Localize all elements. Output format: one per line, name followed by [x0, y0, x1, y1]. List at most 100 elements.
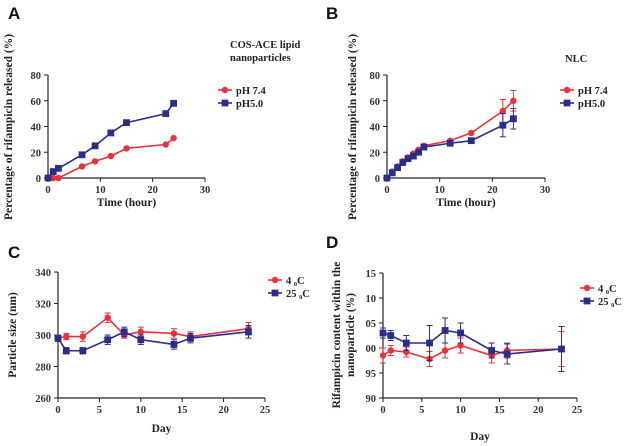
legend-marker: [563, 99, 571, 107]
x-tick-label: 15: [177, 405, 188, 416]
y-tick-label: 80: [31, 71, 42, 82]
data-point: [503, 350, 511, 358]
series-line: [386, 118, 514, 179]
data-point: [441, 347, 449, 354]
y-axis-label: nanoparticle (%): [345, 293, 357, 377]
series-blue: [44, 99, 177, 182]
series-blue: [383, 107, 517, 182]
data-point: [187, 334, 194, 342]
series-red: [379, 331, 565, 367]
y-axis-label: Particle size (nm): [7, 292, 19, 378]
x-tick-label: 0: [384, 185, 389, 196]
x-tick-label: 20: [218, 405, 229, 416]
data-point: [404, 155, 412, 163]
data-point: [123, 145, 130, 152]
x-axis-label: Time (hour): [436, 197, 496, 209]
y-tick-label: 0: [375, 174, 380, 185]
panel-label: A: [8, 4, 20, 23]
series-red: [44, 134, 177, 182]
x-tick-label: 25: [260, 405, 271, 416]
data-point: [488, 347, 496, 354]
y-tick-label: 60: [31, 97, 42, 108]
data-point: [104, 336, 112, 344]
data-point: [137, 328, 144, 336]
y-tick-label: 95: [366, 369, 377, 380]
data-point: [499, 107, 507, 115]
x-tick-label: 10: [136, 405, 147, 416]
y-tick-label: 0: [36, 174, 41, 185]
data-point: [170, 330, 178, 337]
chart-panel-a: A 0 10 20 30 0 20 40 60 80 Time (hour) Percentage o…: [3, 4, 300, 220]
series-red: [54, 312, 252, 342]
legend-label: pH5.0: [236, 99, 263, 110]
data-point: [415, 148, 422, 156]
series-line: [47, 102, 175, 179]
legend-label: 25 ₀C: [286, 289, 310, 300]
legend-label: pH5.0: [578, 99, 605, 110]
data-point: [78, 163, 86, 170]
x-tick-label: 25: [572, 405, 583, 416]
data-point: [170, 341, 178, 348]
data-point: [457, 329, 464, 337]
data-point: [162, 110, 170, 118]
legend-label: 25 ₀C: [598, 297, 622, 308]
panel-title: COS-ACE lipid: [230, 40, 300, 51]
data-point: [79, 333, 87, 340]
y-tick-label: 10: [366, 294, 377, 305]
x-tick-label: 20: [487, 185, 498, 196]
panel-label: B: [326, 4, 338, 23]
x-tick-label: 10: [95, 185, 106, 196]
y-tick-label: 40: [31, 123, 42, 134]
data-point: [457, 342, 464, 349]
data-point: [510, 97, 517, 104]
data-point: [245, 328, 252, 336]
data-point: [402, 339, 410, 347]
data-point: [107, 152, 115, 160]
data-point: [170, 99, 177, 107]
data-point: [104, 314, 111, 321]
data-point: [55, 174, 62, 182]
x-tick-label: 5: [419, 405, 424, 416]
data-point: [137, 336, 145, 344]
legend-marker: [583, 284, 591, 292]
y-axis-label: Percentage of rifampicin released (%): [347, 34, 359, 220]
y-tick-label: 40: [370, 123, 381, 134]
data-point: [54, 334, 62, 342]
x-tick-label: 30: [540, 185, 551, 196]
y-tick-label: 320: [35, 300, 51, 311]
x-tick-label: 0: [45, 185, 50, 196]
data-point: [510, 115, 517, 123]
x-tick-label: 15: [494, 405, 505, 416]
legend-label: 4 ₀C: [286, 276, 305, 287]
y-tick-label: 05: [366, 319, 377, 330]
y-tick-label: 300: [35, 331, 51, 342]
data-point: [420, 143, 428, 151]
data-point: [379, 352, 387, 359]
data-point: [91, 142, 99, 150]
y-tick-label: 00: [366, 344, 377, 355]
data-point: [558, 345, 565, 353]
data-point: [49, 168, 57, 175]
data-point: [499, 121, 507, 129]
data-point: [394, 164, 401, 172]
x-tick-label: 0: [380, 405, 385, 416]
y-tick-label: 60: [370, 97, 381, 108]
y-tick-label: 260: [35, 394, 51, 405]
series-blue: [54, 325, 252, 355]
data-point: [55, 164, 62, 172]
x-tick-label: 10: [455, 405, 466, 416]
data-point: [50, 174, 57, 182]
panel-title: nanoparticles: [230, 53, 291, 64]
x-axis-label: Day: [470, 431, 490, 443]
legend-label: pH 7.4: [236, 86, 267, 97]
data-point: [44, 174, 52, 182]
data-point: [79, 347, 87, 355]
data-point: [446, 139, 454, 147]
panel-label: D: [326, 233, 338, 252]
data-point: [120, 328, 128, 336]
x-axis-label: Day: [152, 423, 172, 435]
legend-label: pH 7.4: [578, 86, 609, 97]
data-point: [426, 339, 433, 347]
